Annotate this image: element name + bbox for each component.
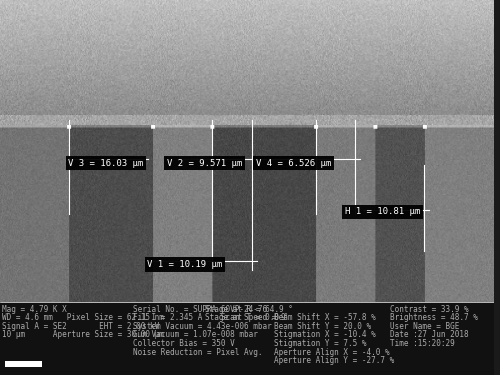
Text: Stigmation X = -10.4 %: Stigmation X = -10.4 % (274, 330, 376, 339)
Bar (0, 302, 494, 375)
Text: V 4 = 6.526 μm: V 4 = 6.526 μm (256, 159, 332, 168)
Bar (5, 361, 42, 367)
Text: Beam Shift Y = 20.0 %: Beam Shift Y = 20.0 % (274, 322, 371, 331)
Text: WD = 4.6 mm   Pixel Size = 62.15 nm: WD = 4.6 mm Pixel Size = 62.15 nm (2, 313, 164, 322)
Text: Brightness = 48.7 %: Brightness = 48.7 % (390, 313, 478, 322)
Text: Aperture Align Y = -27.7 %: Aperture Align Y = -27.7 % (274, 356, 394, 365)
Text: Stigmation Y = 7.5 %: Stigmation Y = 7.5 % (274, 339, 366, 348)
Text: V 2 = 9.571 μm: V 2 = 9.571 μm (167, 159, 242, 168)
Text: User Name = BGE: User Name = BGE (390, 322, 459, 331)
Text: System Vacuum = 4.43e-006 mbar: System Vacuum = 4.43e-006 mbar (133, 322, 272, 331)
Text: Fil I = 2.345 A    Scan Speed = 9: Fil I = 2.345 A Scan Speed = 9 (133, 313, 286, 322)
Text: Date :27 Jun 2018: Date :27 Jun 2018 (390, 330, 468, 339)
Text: V 3 = 16.03 μm: V 3 = 16.03 μm (68, 159, 144, 168)
Text: Aperture Align X = -4.0 %: Aperture Align X = -4.0 % (274, 348, 390, 357)
Text: Serial No. = SUPRA 60VP-24-76: Serial No. = SUPRA 60VP-24-76 (133, 304, 268, 313)
Text: Contrast = 33.9 %: Contrast = 33.9 % (390, 304, 468, 313)
Text: Beam Shift X = -57.8 %: Beam Shift X = -57.8 % (274, 313, 376, 322)
Text: Stage at T = 0.0 °: Stage at T = 0.0 ° (205, 313, 288, 322)
Text: Mag = 4.79 K X: Mag = 4.79 K X (2, 304, 67, 313)
Text: H 1 = 10.81 μm: H 1 = 10.81 μm (345, 207, 420, 216)
Text: Noise Reduction = Pixel Avg.: Noise Reduction = Pixel Avg. (133, 348, 262, 357)
Text: Signal A = SE2       EHT = 2.00 kV: Signal A = SE2 EHT = 2.00 kV (2, 322, 160, 331)
Text: Collector Bias = 350 V: Collector Bias = 350 V (133, 339, 235, 348)
Text: Stage at R = 64.9 °: Stage at R = 64.9 ° (205, 304, 292, 313)
Text: Time :15:20:29: Time :15:20:29 (390, 339, 454, 348)
Text: Gun Vacuum = 1.07e-008 mbar: Gun Vacuum = 1.07e-008 mbar (133, 330, 258, 339)
Text: V 1 = 10.19 μm: V 1 = 10.19 μm (148, 260, 222, 269)
Text: 10 μm      Aperture Size = 30.00 μm: 10 μm Aperture Size = 30.00 μm (2, 330, 164, 339)
